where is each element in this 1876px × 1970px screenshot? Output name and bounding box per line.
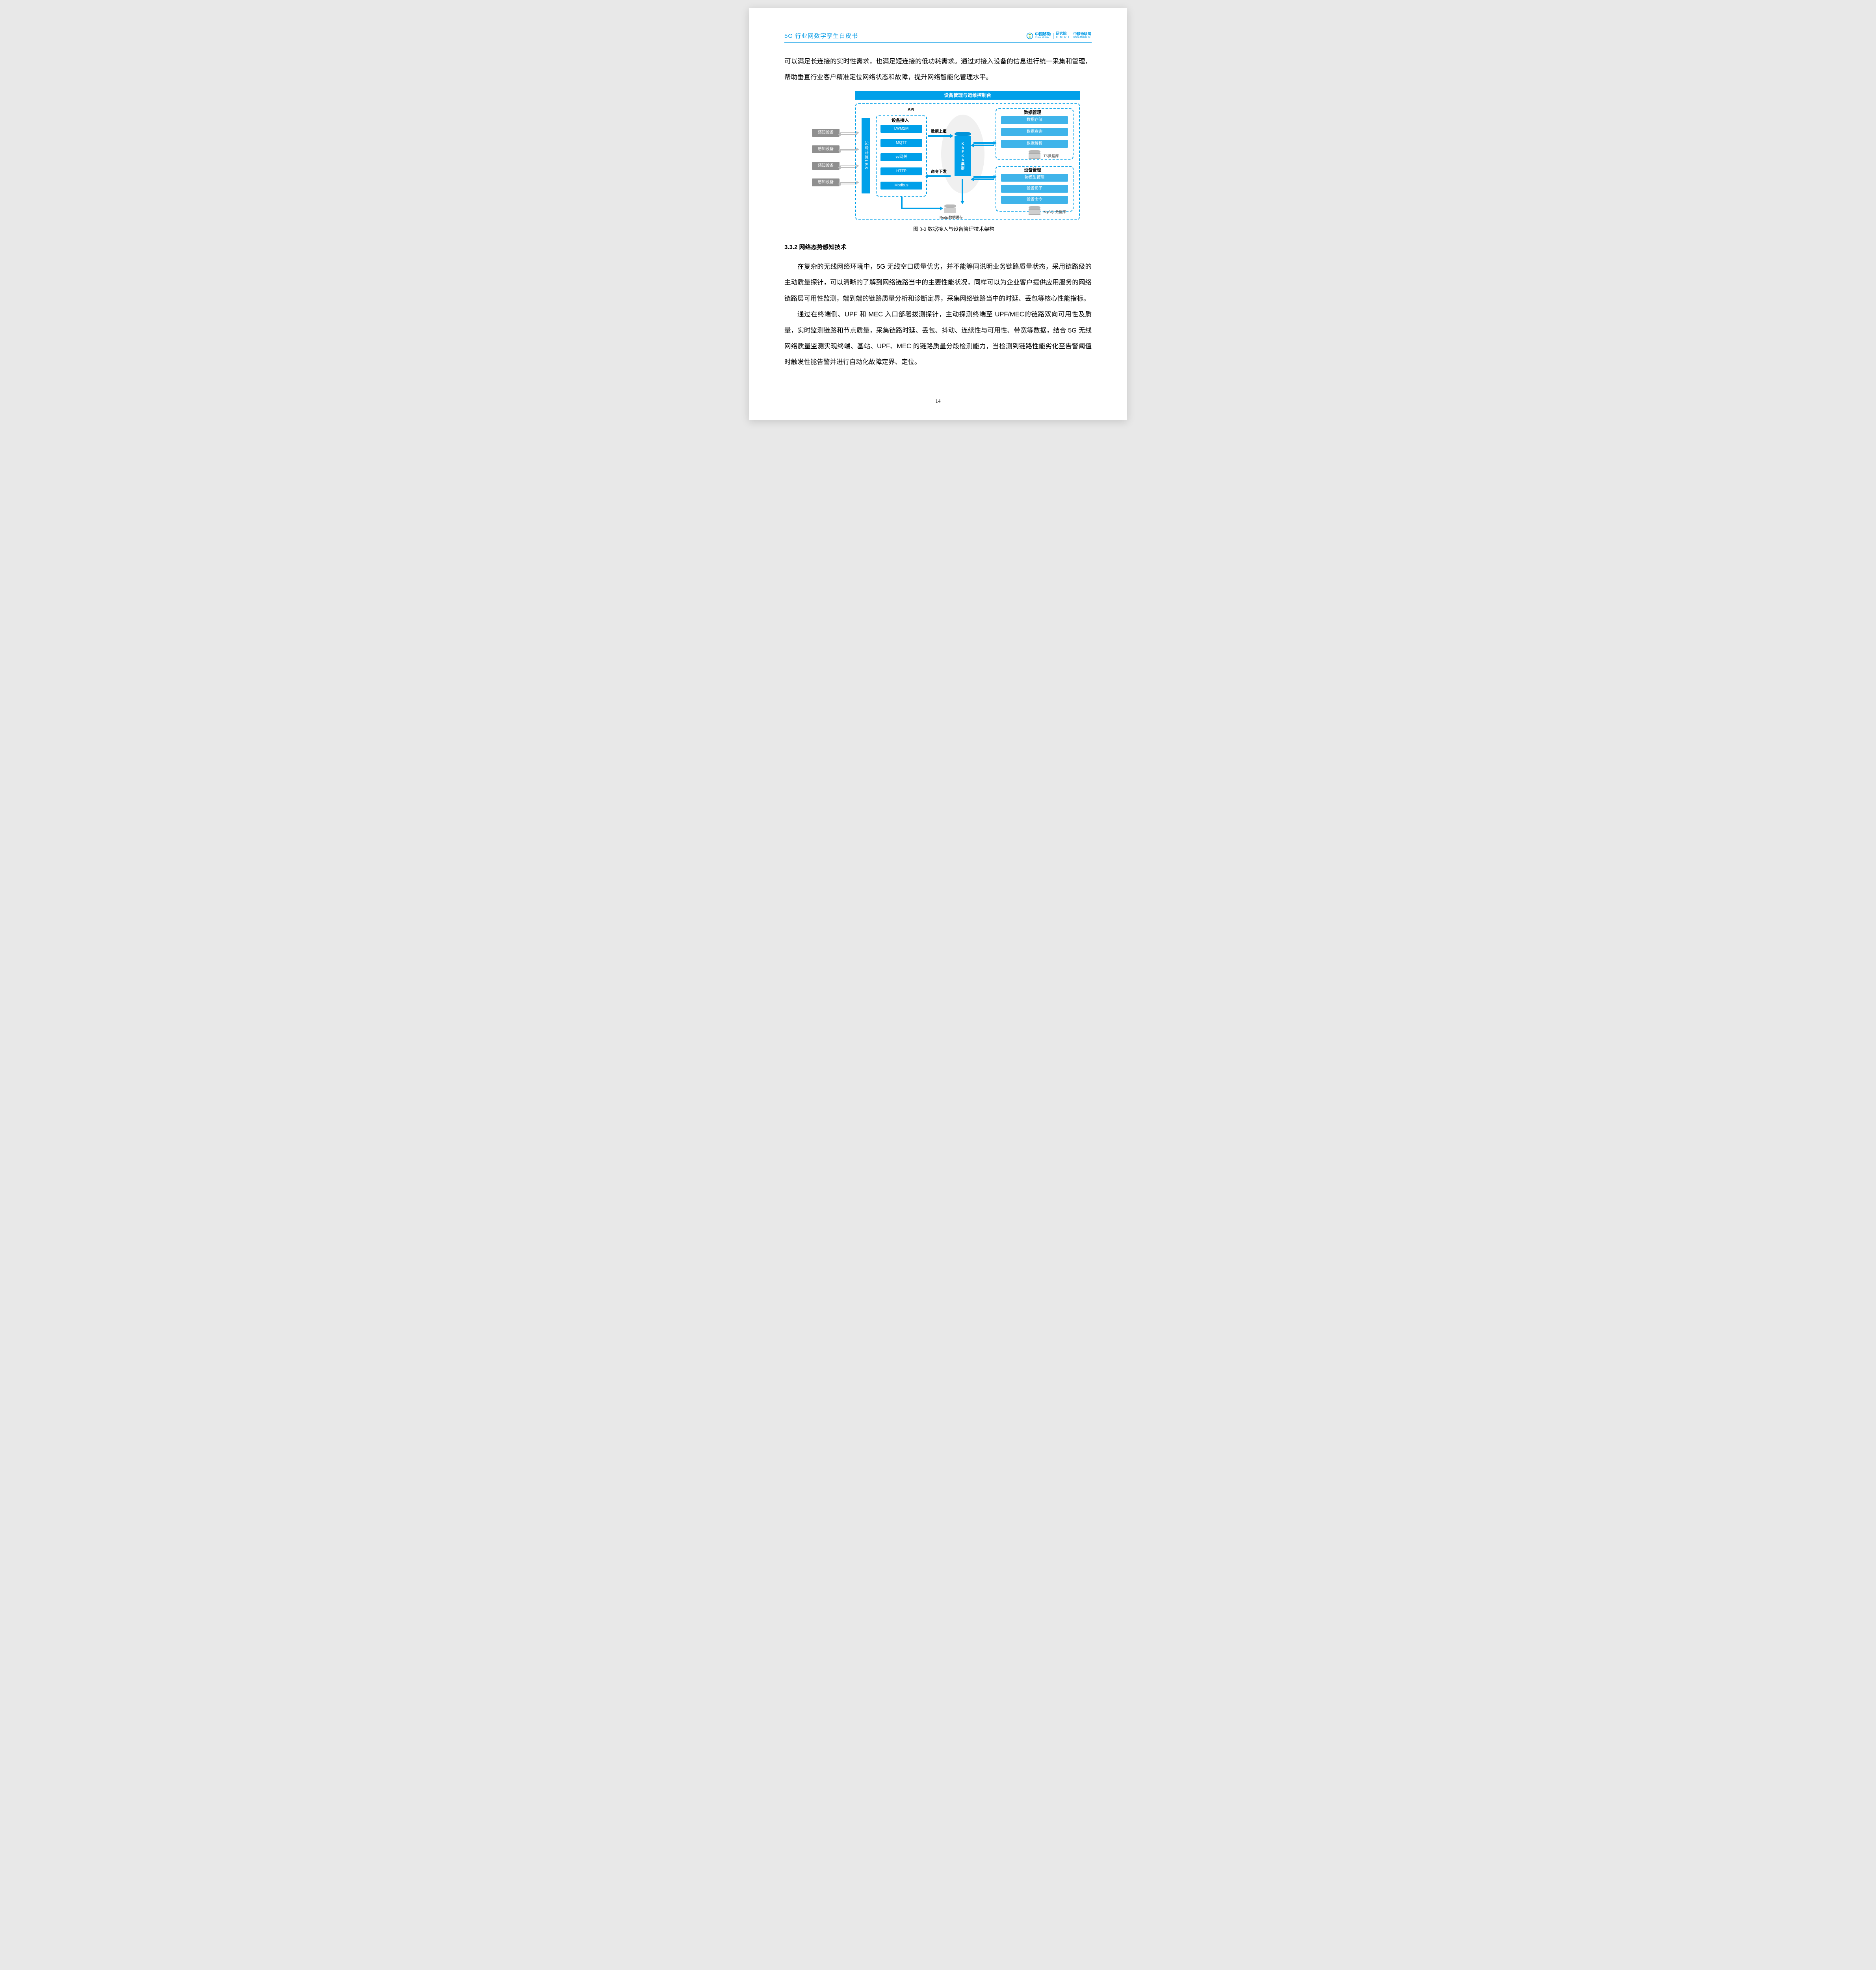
edge-lbs-bar: 边缘计算LBS	[862, 118, 870, 193]
access-chip: MQTT	[880, 139, 922, 147]
arrow-right-top-back	[973, 145, 994, 146]
para2-text: 在复杂的无线网络环境中，5G 无线空口质量优劣，并不能等同说明业务链路质量状态，…	[784, 259, 1092, 307]
access-chip: HTTP	[880, 167, 922, 175]
kafka-letter: F	[962, 150, 964, 154]
arrow-grey	[840, 134, 857, 135]
kafka-letter: K	[962, 142, 964, 146]
logo-china-mobile: 中国移动 China Mobile	[1026, 32, 1051, 39]
kafka-letter: 群	[961, 166, 964, 170]
arrow-grey	[840, 182, 857, 183]
cmd-label: 命令下发	[931, 168, 947, 174]
dev-chip: 设备影子	[1001, 185, 1068, 193]
arrow-upload	[928, 135, 951, 137]
page-number: 14	[784, 398, 1092, 404]
upload-label: 数据上报	[931, 128, 947, 134]
redis-db-icon	[944, 204, 956, 213]
kafka-letter: A	[962, 146, 964, 150]
arrow-cmd	[928, 175, 951, 177]
cm-logo-cn: 中国移动	[1035, 33, 1051, 37]
sensing-device: 感知设备	[812, 162, 840, 170]
arrow-grey	[840, 165, 857, 166]
paragraph-1: 可以满足长连接的实时性需求，也满足短连接的低功耗需求。通过对接入设备的信息进行统…	[784, 54, 1092, 85]
arrow-grey	[840, 149, 857, 150]
doc-title: 5G 行业网数字孪生白皮书	[784, 32, 858, 40]
sensing-device: 感知设备	[812, 178, 840, 186]
data-chip: 数据查询	[1001, 128, 1068, 136]
redis-label: Redis数据缓存	[940, 215, 963, 220]
diagram: 设备管理与运维控制台 感知设备 感知设备 感知设备 感知设备 API 设备接入 …	[828, 91, 1080, 221]
access-chip: Modbus	[880, 182, 922, 190]
figure-3-2: 设备管理与运维控制台 感知设备 感知设备 感知设备 感知设备 API 设备接入 …	[828, 91, 1080, 232]
paragraph-3: 通过在终端侧、UPF 和 MEC 入口部署拨测探针，主动探测终端至 UPF/ME…	[784, 307, 1092, 370]
arrow-redis-vert	[901, 197, 903, 208]
mysql-db-icon	[1029, 206, 1040, 215]
access-chip: LWM2M	[880, 125, 922, 133]
figure-caption: 图 3-2 数据接入与设备管理技术架构	[828, 225, 1080, 232]
arrow-right-bot	[973, 176, 994, 178]
sensing-device: 感知设备	[812, 145, 840, 153]
cm-logo-icon	[1026, 32, 1033, 39]
dev-chip: 设备命令	[1001, 196, 1068, 204]
api-label: API	[908, 108, 914, 112]
arrow-right-top	[973, 142, 994, 144]
arrow-kafka-redis	[962, 179, 963, 201]
kafka-letter: A	[962, 158, 964, 162]
arrow-grey	[840, 132, 857, 133]
data-chip: 数据解析	[1001, 140, 1068, 148]
kafka-letter: K	[962, 154, 964, 158]
iot-cn: 中移物联网	[1073, 32, 1092, 36]
ts-db-label: TS数据库	[1044, 153, 1059, 158]
data-chip: 数据存储	[1001, 116, 1068, 124]
kafka-column: K A F K A 集 群	[955, 132, 971, 176]
page: 5G 行业网数字孪生白皮书 中国移动 China Mobile 研究院 C M …	[749, 8, 1127, 420]
logo-research: 研究院 C M R I	[1056, 32, 1069, 39]
arrow-redis-horz	[901, 208, 940, 209]
kafka-letter: 集	[961, 162, 964, 166]
paragraph-2: 在复杂的无线网络环境中，5G 无线空口质量优劣，并不能等同说明业务链路质量状态，…	[784, 259, 1092, 307]
arrow-grey	[840, 167, 857, 168]
iot-en: China Mobile IOT	[1073, 36, 1092, 39]
ts-db-icon	[1029, 150, 1040, 159]
dev-chip: 物模型管理	[1001, 174, 1068, 182]
para3-text: 通过在终端侧、UPF 和 MEC 入口部署拨测探针，主动探测终端至 UPF/ME…	[784, 307, 1092, 370]
research-en: C M R I	[1056, 36, 1069, 39]
section-heading: 3.3.2 网络态势感知技术	[784, 243, 1092, 251]
header-logos: 中国移动 China Mobile 研究院 C M R I 中移物联网 Chin…	[1026, 32, 1092, 39]
mysql-db-label: MySQL数据库	[1044, 209, 1066, 214]
diagram-title-bar: 设备管理与运维控制台	[855, 91, 1080, 100]
access-chip: 云网关	[880, 153, 922, 161]
arrow-right-bot-back	[973, 178, 994, 180]
sensing-device: 感知设备	[812, 129, 840, 137]
page-header: 5G 行业网数字孪生白皮书 中国移动 China Mobile 研究院 C M …	[784, 32, 1092, 43]
cm-logo-en: China Mobile	[1035, 37, 1051, 39]
logo-iot: 中移物联网 China Mobile IOT	[1073, 32, 1092, 39]
para1-text: 可以满足长连接的实时性需求，也满足短连接的低功耗需求。通过对接入设备的信息进行统…	[784, 54, 1092, 85]
